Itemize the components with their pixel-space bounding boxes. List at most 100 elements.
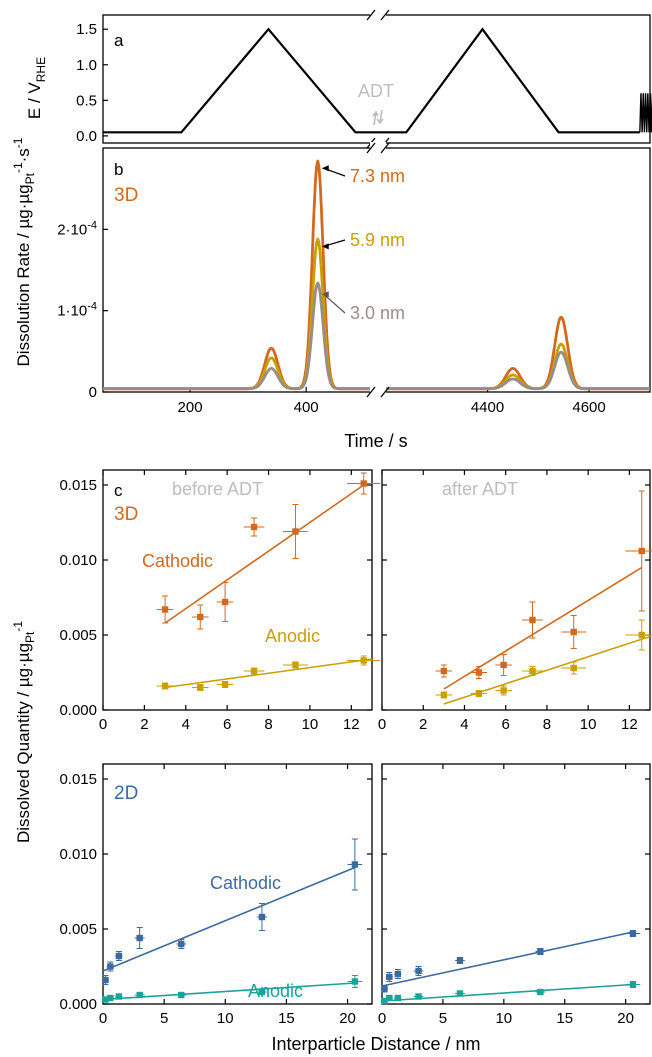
distance-axis-label: Interparticle Distance / nm: [271, 1034, 480, 1054]
potential-trace: [103, 27, 640, 134]
label-3d-c: 3D: [114, 504, 138, 525]
c_2d_before-point-cathodic: [106, 961, 115, 972]
data-marker: [440, 691, 448, 699]
data-marker: [381, 985, 388, 993]
c_3d_before-ytick-label: 0.000: [59, 702, 97, 719]
c_3d_after-xtick-label: 0: [378, 716, 386, 733]
data-marker: [415, 993, 422, 1000]
c_2d_after-point-anodic: [413, 993, 424, 1000]
data-marker: [136, 991, 143, 999]
c_2d_after-point-cathodic: [455, 957, 465, 964]
panel-b-ytick-label: 1·10-4: [57, 301, 97, 320]
c_3d_before-point-anodic: [283, 661, 308, 669]
c_2d_after-xtick-label: 0: [378, 1010, 386, 1027]
c_2d_after-point-cathodic: [625, 930, 641, 937]
rate-axis-sup2: -1: [11, 137, 25, 148]
before-adt-label: before ADT: [172, 479, 263, 499]
data-marker: [394, 970, 402, 978]
c_2d_after-point-cathodic: [394, 969, 402, 979]
data-marker: [475, 669, 483, 676]
c_3d_after-point-cathodic: [561, 615, 587, 649]
data-marker: [178, 991, 185, 999]
panel-b-break-gap-0: [370, 142, 386, 154]
c_3d_after-point-cathodic: [625, 490, 652, 612]
c_3d_before-point-cathodic: [156, 595, 174, 624]
potential-axis-main: E / V: [25, 82, 44, 120]
data-marker: [351, 978, 359, 985]
panel-a-break-mark: [380, 9, 390, 21]
c_3d_before-point-cathodic: [347, 472, 381, 495]
c_3d_before-xtick-label: 0: [99, 716, 107, 733]
c_3d_before-point-anodic: [156, 682, 174, 690]
c_3d_after-xtick-label: 8: [543, 716, 551, 733]
c_2d_before-point-anodic: [347, 975, 363, 988]
quantity-axis-sup: -1: [11, 621, 25, 632]
c_2d_before-xtick-label: 0: [99, 1010, 107, 1027]
c_2d_after-point-anodic: [385, 994, 393, 1002]
panel-c-2d-after: 0 5 10 15 20: [378, 763, 651, 1027]
c_2d_before-point-cathodic: [134, 927, 145, 949]
panel-c-label: c: [114, 481, 123, 500]
data-marker: [161, 682, 169, 690]
quantity-axis-sub: Pt: [23, 631, 37, 643]
data-marker: [537, 948, 544, 955]
c_3d_before-point-anodic: [191, 684, 209, 691]
annotation-arrowhead-1: [321, 243, 329, 250]
c_3d_before-point-anodic: [243, 667, 265, 675]
panel-a-break-gap-0: [370, 9, 386, 21]
data-marker: [629, 981, 637, 988]
c_3d_before-point-anodic: [347, 655, 381, 666]
panel-b-break-mark: [380, 142, 390, 154]
c_3d_before-xtick-label: 6: [223, 716, 231, 733]
c_2d_before-xtick-label: 10: [217, 1010, 234, 1027]
data-marker: [107, 994, 114, 1002]
c_2d_before-ytick-label: 0.010: [59, 846, 97, 863]
panel-b-label: b: [114, 160, 123, 179]
data-marker: [115, 952, 123, 960]
c_2d_after-frame: [381, 763, 651, 1005]
c_2d_after-point-cathodic: [385, 972, 393, 982]
c_3d_after-fit-cathodic: [443, 566, 643, 690]
data-marker: [161, 606, 169, 613]
data-marker: [415, 967, 422, 975]
panel-c-3d-before: 0 2 4 6 8 10 12 0.000 0.005 0.010 0.015: [59, 469, 381, 733]
data-marker: [456, 990, 464, 997]
c_2d_after-point-anodic: [455, 990, 465, 997]
size-label-1: 5.9 nm: [350, 230, 405, 250]
c_2d_after-xtick-label: 20: [617, 1010, 634, 1027]
panel-c-2d-before: 0 5 10 15 20 0.000 0.005 0.010 0.015: [59, 763, 373, 1027]
panel-c-3d-after: 0 2 4 6 8 10 12: [378, 469, 652, 733]
c_3d_after-point-anodic: [495, 685, 512, 696]
data-marker: [638, 547, 645, 555]
adt-cycles: [639, 93, 652, 133]
panel-b-break-mark: [380, 386, 390, 398]
adt-label: ADT: [358, 81, 394, 101]
after-adt-label: after ADT: [442, 479, 518, 499]
c_3d_after-point-cathodic: [470, 666, 488, 679]
data-marker: [629, 930, 637, 937]
c_3d_before-ytick-label: 0.010: [59, 552, 97, 569]
c_3d_after-xtick-label: 2: [419, 716, 427, 733]
adt-arrow-up: [372, 110, 379, 126]
panel-b-xtick-label: 4600: [572, 399, 605, 416]
data-marker: [221, 598, 229, 606]
c_3d_after-point-anodic: [470, 690, 488, 697]
quantity-axis-main: Dissolved Quantity / µg·µg: [14, 643, 33, 843]
c_3d_after-frame: [381, 469, 651, 711]
data-marker: [386, 973, 393, 981]
potential-axis-sub: RHE: [34, 57, 48, 82]
data-marker: [570, 628, 577, 636]
data-marker: [107, 963, 114, 970]
c_2d_after-fit-cathodic: [381, 931, 634, 987]
panel-a-ytick-label: 1.0: [76, 57, 97, 74]
size-label-2: 3.0 nm: [350, 303, 405, 323]
panel-a-break-mark: [366, 9, 376, 21]
rate-axis-sup1: -1: [11, 162, 25, 173]
data-marker: [381, 997, 388, 1005]
c_2d_before-point-cathodic: [257, 903, 267, 931]
data-marker: [529, 616, 536, 624]
c_3d_before-point-cathodic: [243, 517, 265, 537]
panel-b-ytick-label: 0: [89, 384, 97, 401]
c_3d_before-xtick-label: 10: [302, 716, 319, 733]
panel-a-frame: [102, 14, 651, 144]
